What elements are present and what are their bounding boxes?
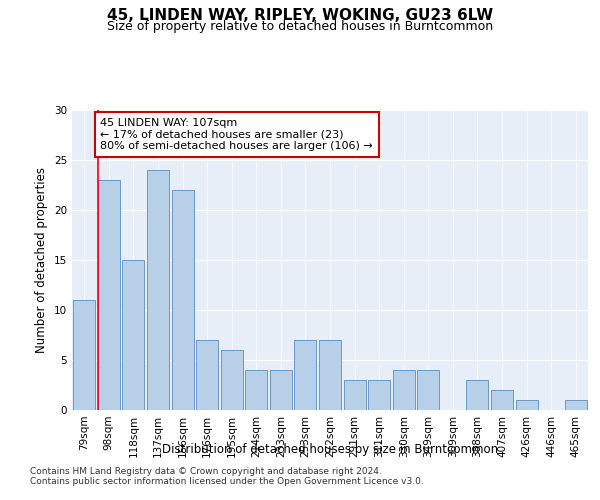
Bar xyxy=(172,190,194,410)
Bar xyxy=(319,340,341,410)
Bar xyxy=(565,400,587,410)
Text: Contains public sector information licensed under the Open Government Licence v3: Contains public sector information licen… xyxy=(30,477,424,486)
Bar xyxy=(392,370,415,410)
Text: Distribution of detached houses by size in Burntcommon: Distribution of detached houses by size … xyxy=(162,442,498,456)
Bar xyxy=(122,260,145,410)
Bar xyxy=(417,370,439,410)
Bar xyxy=(466,380,488,410)
Bar xyxy=(196,340,218,410)
Text: 45 LINDEN WAY: 107sqm
← 17% of detached houses are smaller (23)
80% of semi-deta: 45 LINDEN WAY: 107sqm ← 17% of detached … xyxy=(100,118,373,151)
Bar xyxy=(98,180,120,410)
Text: Contains HM Land Registry data © Crown copyright and database right 2024.: Contains HM Land Registry data © Crown c… xyxy=(30,467,382,476)
Bar xyxy=(295,340,316,410)
Bar xyxy=(515,400,538,410)
Text: Size of property relative to detached houses in Burntcommon: Size of property relative to detached ho… xyxy=(107,20,493,33)
Bar xyxy=(245,370,268,410)
Bar xyxy=(491,390,513,410)
Y-axis label: Number of detached properties: Number of detached properties xyxy=(35,167,49,353)
Bar xyxy=(270,370,292,410)
Bar xyxy=(147,170,169,410)
Bar xyxy=(368,380,390,410)
Text: 45, LINDEN WAY, RIPLEY, WOKING, GU23 6LW: 45, LINDEN WAY, RIPLEY, WOKING, GU23 6LW xyxy=(107,8,493,22)
Bar xyxy=(344,380,365,410)
Bar xyxy=(73,300,95,410)
Bar xyxy=(221,350,243,410)
